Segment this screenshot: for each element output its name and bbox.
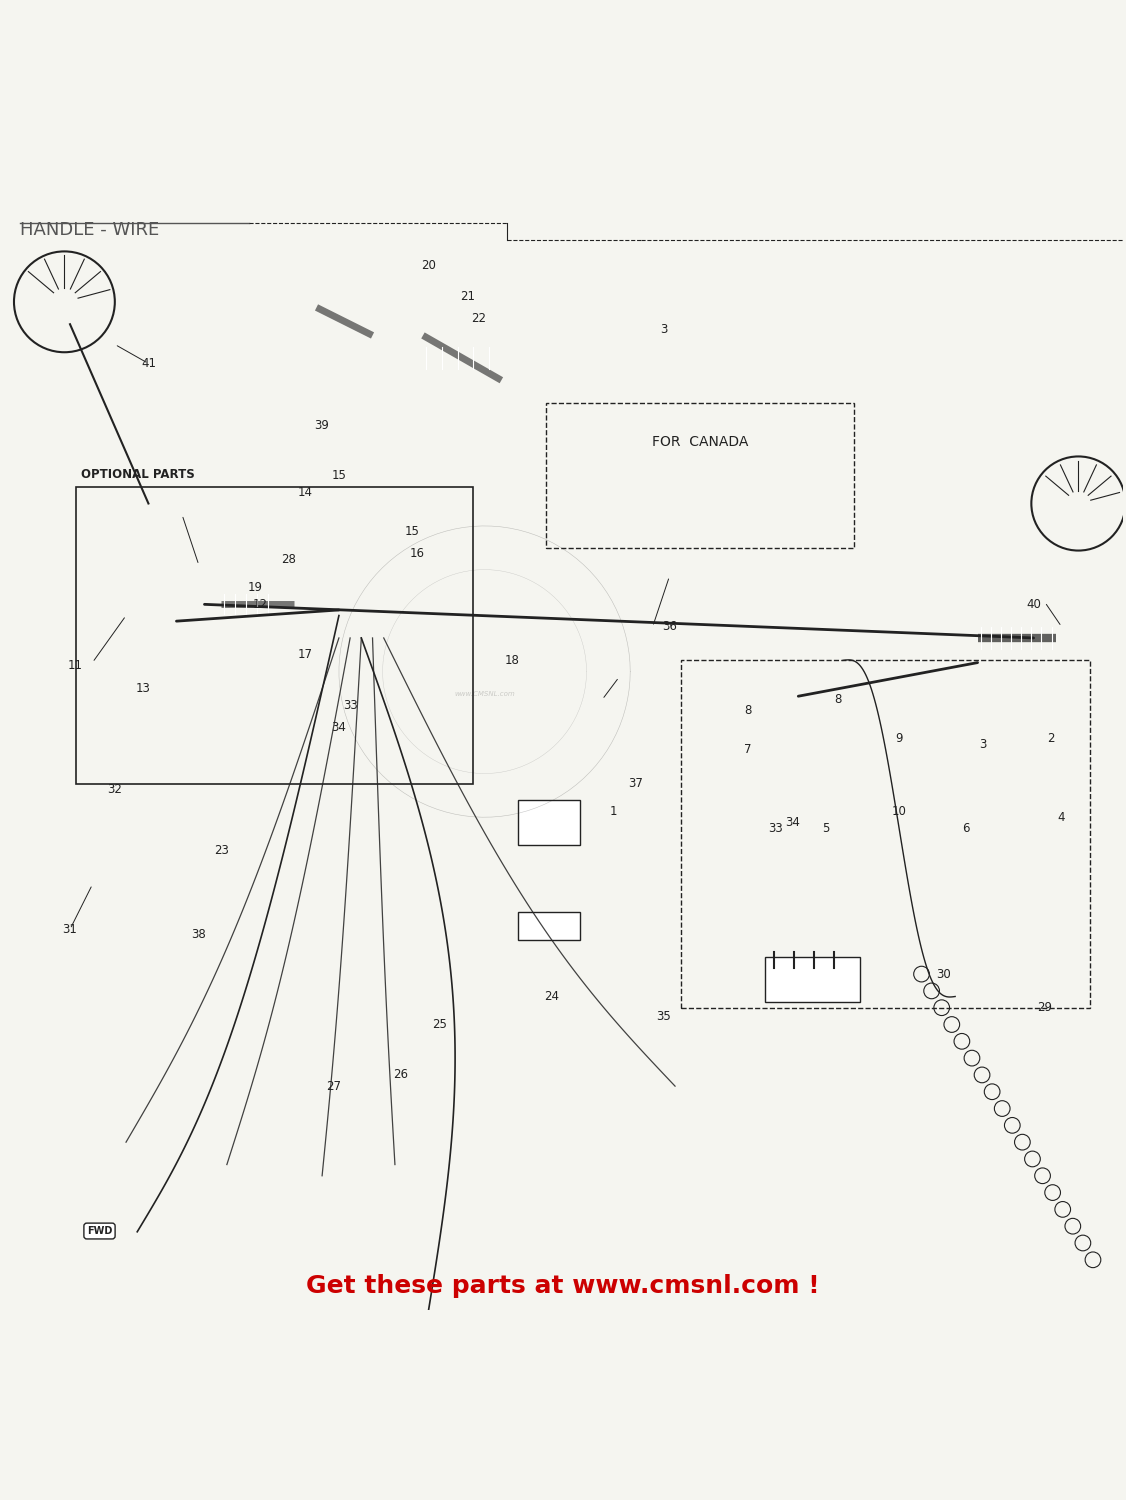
- Text: HANDLE - WIRE: HANDLE - WIRE: [19, 220, 159, 238]
- Text: 15: 15: [404, 525, 419, 538]
- Text: 33: 33: [342, 699, 357, 711]
- Text: 29: 29: [1037, 1000, 1053, 1014]
- Text: 1: 1: [609, 806, 617, 818]
- Text: 14: 14: [297, 486, 313, 500]
- Text: 37: 37: [628, 777, 643, 790]
- Bar: [518, 801, 580, 844]
- Text: 16: 16: [410, 548, 425, 561]
- Text: 31: 31: [63, 922, 78, 936]
- Text: 40: 40: [1026, 598, 1042, 610]
- Text: 17: 17: [297, 648, 313, 662]
- Text: 18: 18: [506, 654, 520, 668]
- Bar: [680, 660, 1090, 1008]
- Text: 20: 20: [421, 260, 436, 273]
- Text: 5: 5: [823, 822, 830, 836]
- Text: 38: 38: [191, 928, 206, 942]
- Text: 15: 15: [331, 470, 347, 482]
- Text: FOR  CANADA: FOR CANADA: [652, 435, 749, 448]
- Bar: [518, 912, 580, 940]
- Text: 32: 32: [107, 783, 123, 795]
- Text: 10: 10: [892, 806, 906, 818]
- Text: 3: 3: [660, 324, 668, 336]
- Text: 21: 21: [461, 290, 475, 303]
- Text: 36: 36: [662, 621, 677, 633]
- Text: 23: 23: [214, 844, 229, 858]
- Text: FWD: FWD: [87, 1226, 113, 1236]
- Bar: [765, 957, 860, 1002]
- Text: www.CMSNL.com: www.CMSNL.com: [454, 692, 515, 698]
- Text: 6: 6: [963, 822, 971, 836]
- Text: 35: 35: [656, 1010, 671, 1023]
- Text: OPTIONAL PARTS: OPTIONAL PARTS: [81, 468, 195, 482]
- Text: 7: 7: [744, 744, 752, 756]
- Text: 2: 2: [1047, 732, 1054, 746]
- Text: 27: 27: [325, 1080, 341, 1092]
- Text: 28: 28: [282, 554, 296, 566]
- Text: 30: 30: [937, 968, 951, 981]
- Text: 9: 9: [895, 732, 903, 746]
- Text: 8: 8: [744, 705, 751, 717]
- Bar: [75, 486, 473, 783]
- Text: 41: 41: [141, 357, 155, 370]
- Text: 13: 13: [135, 682, 150, 694]
- Text: 11: 11: [68, 660, 83, 672]
- Text: 19: 19: [248, 580, 262, 594]
- Text: 12: 12: [253, 598, 268, 610]
- Bar: [546, 402, 855, 549]
- Text: 26: 26: [393, 1068, 408, 1082]
- Text: 22: 22: [472, 312, 486, 326]
- Text: 4: 4: [1057, 810, 1065, 824]
- Text: 25: 25: [432, 1019, 447, 1031]
- Text: Get these parts at www.cmsnl.com !: Get these parts at www.cmsnl.com !: [306, 1274, 820, 1298]
- Text: 3: 3: [980, 738, 986, 752]
- Text: 34: 34: [331, 722, 347, 734]
- Text: 24: 24: [544, 990, 560, 1004]
- Text: 33: 33: [769, 822, 784, 836]
- Text: 34: 34: [785, 816, 801, 830]
- Text: 39: 39: [314, 419, 330, 432]
- Text: 8: 8: [834, 693, 841, 706]
